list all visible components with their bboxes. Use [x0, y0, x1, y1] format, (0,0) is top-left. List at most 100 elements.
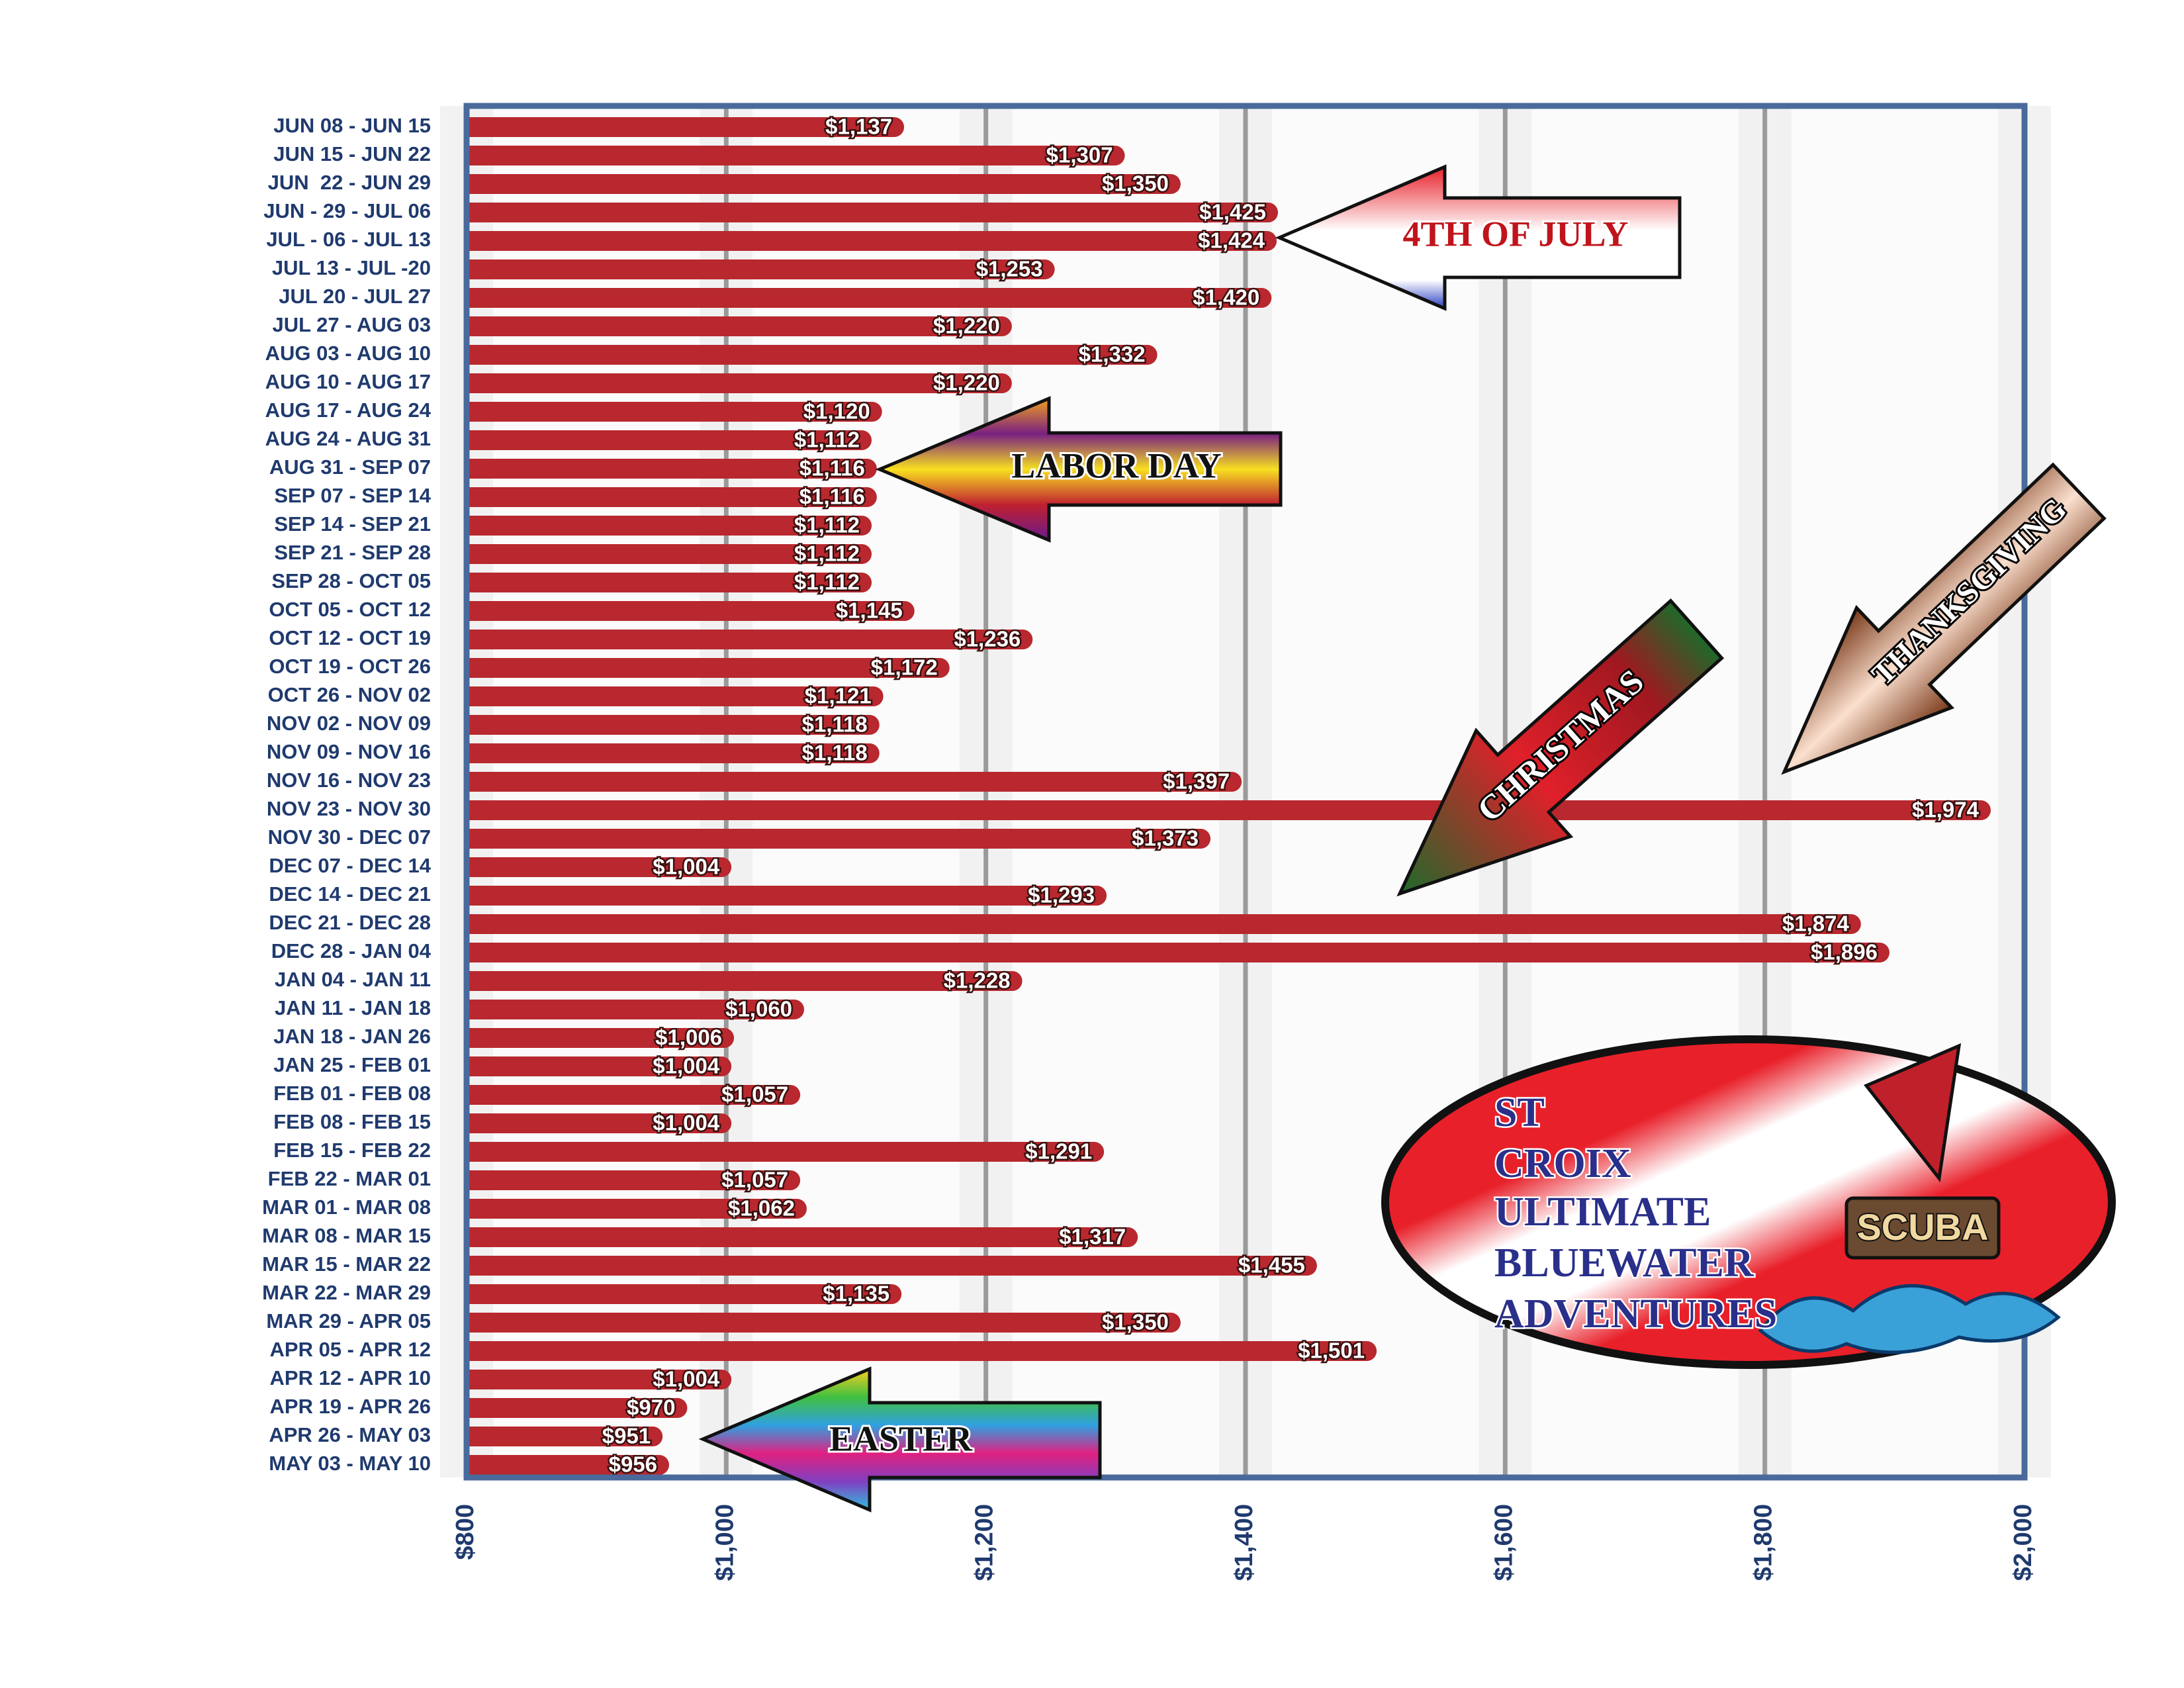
- bar: [467, 231, 1277, 251]
- bar: [467, 1284, 902, 1304]
- value-label: $1,057: [721, 1082, 788, 1107]
- bar: [467, 259, 1055, 279]
- value-label: $1,120: [803, 399, 870, 424]
- x-tick-label: $2,000: [2009, 1504, 2037, 1581]
- bar: [467, 1142, 1105, 1162]
- y-tick-label: JUL 27 - AUG 03: [273, 313, 431, 336]
- y-tick-label: DEC 21 - DEC 28: [269, 911, 431, 934]
- y-tick-label: NOV 09 - NOV 16: [267, 740, 431, 763]
- value-label: $1,004: [653, 855, 720, 879]
- value-label: $1,253: [976, 257, 1043, 281]
- bar: [467, 146, 1125, 165]
- value-label: $1,874: [1782, 912, 1850, 936]
- arrow: [1275, 164, 1682, 311]
- value-label: $1,112: [794, 428, 860, 452]
- y-tick-label: MAR 29 - APR 05: [266, 1309, 431, 1333]
- value-label: $1,057: [721, 1168, 788, 1192]
- value-label: $951: [602, 1424, 651, 1448]
- bar: [467, 1000, 805, 1019]
- value-label: $1,121: [805, 684, 872, 708]
- arrow: [698, 1366, 1102, 1513]
- x-tick-label: $800: [451, 1504, 479, 1560]
- y-tick-label: FEB 15 - FEB 22: [273, 1139, 431, 1162]
- y-tick-label: MAR 22 - MAR 29: [262, 1281, 431, 1304]
- y-tick-label: MAR 08 - MAR 15: [262, 1224, 431, 1247]
- y-tick-label: JAN 18 - JAN 26: [273, 1025, 431, 1048]
- bar: [467, 601, 915, 621]
- arrow: [875, 396, 1283, 543]
- y-tick-label: DEC 14 - DEC 21: [269, 882, 431, 906]
- y-tick-label: NOV 30 - DEC 07: [268, 825, 431, 849]
- value-label: $1,974: [1912, 798, 1979, 822]
- bar: [467, 914, 1861, 934]
- logo: SCUBA ST CROIX ULTIMATE BLUEWATER ADVENT…: [1381, 1035, 2116, 1369]
- value-label: $1,145: [836, 598, 903, 623]
- value-label: $1,350: [1102, 1310, 1169, 1335]
- plot-area: $800 $1,000 $1,200 $1,400 $1,600 $1,800 $2,000…: [262, 103, 2051, 1581]
- logo-line: ADVENTURES: [1494, 1291, 1777, 1336]
- value-label: $1,116: [799, 456, 865, 481]
- bar: [467, 174, 1181, 194]
- value-label: $1,112: [794, 570, 860, 594]
- value-label: $1,112: [794, 541, 860, 566]
- value-label: $1,425: [1199, 200, 1266, 224]
- bar: [467, 943, 1889, 962]
- y-tick-label: NOV 02 - NOV 09: [267, 712, 431, 735]
- y-tick-label: JAN 11 - JAN 18: [275, 996, 431, 1019]
- y-tick-label: APR 26 - MAY 03: [269, 1423, 431, 1446]
- y-tick-label: JUN 22 - JUN 29: [268, 171, 431, 194]
- value-label: $1,424: [1198, 228, 1265, 253]
- bar: [467, 402, 882, 422]
- y-tick-label: OCT 19 - OCT 26: [269, 655, 431, 678]
- bar: [467, 1313, 1181, 1333]
- value-label: $1,236: [954, 627, 1021, 651]
- value-label: $1,293: [1028, 883, 1095, 908]
- value-label: $1,004: [653, 1367, 720, 1391]
- value-label: $1,373: [1132, 826, 1199, 851]
- y-tick-label: MAY 03 - MAY 10: [269, 1452, 431, 1475]
- bar: [467, 1056, 732, 1076]
- bar: [467, 886, 1107, 906]
- bar: [467, 857, 732, 877]
- y-tick-label: JUN 15 - JUN 22: [273, 142, 431, 165]
- value-label: $1,006: [655, 1025, 722, 1050]
- y-tick-label: SEP 07 - SEP 14: [274, 484, 431, 507]
- value-label: $1,172: [871, 655, 938, 680]
- value-label: $1,397: [1163, 769, 1230, 794]
- value-label: $1,220: [933, 314, 1000, 338]
- x-tick-label: $1,200: [971, 1504, 999, 1581]
- value-label: $1,118: [802, 712, 868, 737]
- x-tick-label: $1,600: [1490, 1504, 1518, 1581]
- value-label: $1,112: [794, 513, 860, 538]
- y-tick-label: FEB 22 - MAR 01: [268, 1167, 431, 1190]
- logo-line: ST: [1494, 1090, 1545, 1135]
- bar: [467, 971, 1023, 991]
- bar: [467, 772, 1242, 792]
- annotation-label: 4TH OF JULY: [1402, 214, 1628, 254]
- y-tick-label: APR 05 - APR 12: [270, 1338, 432, 1361]
- value-label: $1,118: [802, 741, 868, 765]
- bar: [467, 1398, 688, 1418]
- y-tick-label: MAR 15 - MAR 22: [262, 1252, 431, 1276]
- bar: [467, 1085, 801, 1105]
- bar: [467, 1170, 801, 1190]
- value-label: $970: [627, 1395, 675, 1420]
- bar: [467, 658, 950, 678]
- y-tick-label: JAN 25 - FEB 01: [273, 1053, 431, 1076]
- bar: [467, 1227, 1138, 1247]
- y-tick-label: AUG 17 - AUG 24: [265, 399, 432, 422]
- logo-line: BLUEWATER: [1494, 1241, 1754, 1286]
- y-tick-label: JUL 13 - JUL -20: [272, 256, 431, 279]
- y-tick-label: JUN 08 - JUN 15: [273, 114, 431, 137]
- y-tick-label: DEC 07 - DEC 14: [269, 854, 431, 877]
- arrow: [1781, 462, 2107, 775]
- logo-line: ULTIMATE: [1494, 1190, 1711, 1235]
- bar: [467, 686, 884, 706]
- y-tick-label: DEC 28 - JAN 04: [271, 939, 432, 962]
- y-tick-label: NOV 16 - NOV 23: [267, 769, 431, 792]
- bar: [467, 743, 880, 763]
- value-label: $1,291: [1025, 1139, 1092, 1164]
- value-label: $1,896: [1811, 940, 1878, 964]
- bar: [467, 1341, 1377, 1361]
- bar: [467, 1113, 732, 1133]
